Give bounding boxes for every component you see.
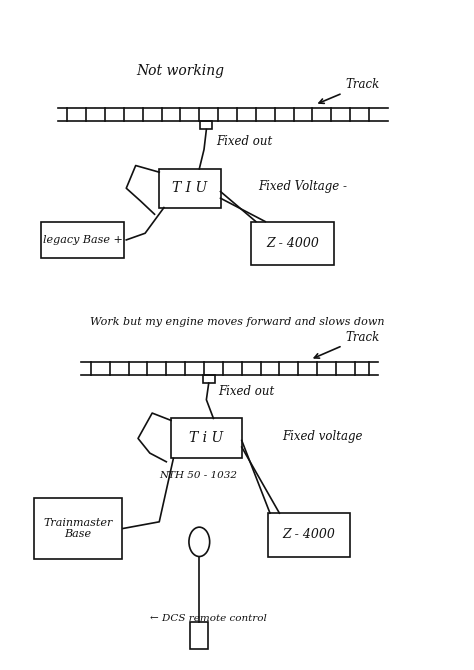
- Bar: [191, 622, 208, 649]
- Bar: [203, 375, 215, 383]
- Text: Z - 4000: Z - 4000: [283, 529, 335, 541]
- Bar: [159, 169, 220, 208]
- Text: Fixed out: Fixed out: [218, 385, 274, 398]
- Bar: [41, 222, 124, 258]
- Text: Fixed out: Fixed out: [216, 135, 272, 148]
- Text: NTH 50 - 1032: NTH 50 - 1032: [159, 470, 237, 480]
- Text: Track: Track: [319, 78, 380, 103]
- Text: legacy Base +: legacy Base +: [43, 235, 123, 245]
- Text: ← DCS remote control: ← DCS remote control: [150, 614, 267, 623]
- Text: Work but my engine moves forward and slows down: Work but my engine moves forward and slo…: [90, 317, 384, 327]
- Text: Z - 4000: Z - 4000: [266, 237, 319, 250]
- Text: T I U: T I U: [172, 181, 208, 195]
- Bar: [251, 222, 334, 265]
- Text: Not working: Not working: [137, 64, 225, 78]
- Text: Trainmaster
Base: Trainmaster Base: [43, 518, 113, 539]
- Text: T i U: T i U: [189, 431, 224, 446]
- Text: Fixed Voltage -: Fixed Voltage -: [258, 180, 347, 194]
- Text: Track: Track: [314, 330, 380, 358]
- Circle shape: [189, 527, 210, 557]
- Text: Fixed voltage: Fixed voltage: [282, 430, 362, 443]
- Bar: [201, 121, 212, 129]
- Bar: [171, 418, 242, 458]
- Bar: [268, 513, 350, 557]
- Bar: [35, 498, 121, 559]
